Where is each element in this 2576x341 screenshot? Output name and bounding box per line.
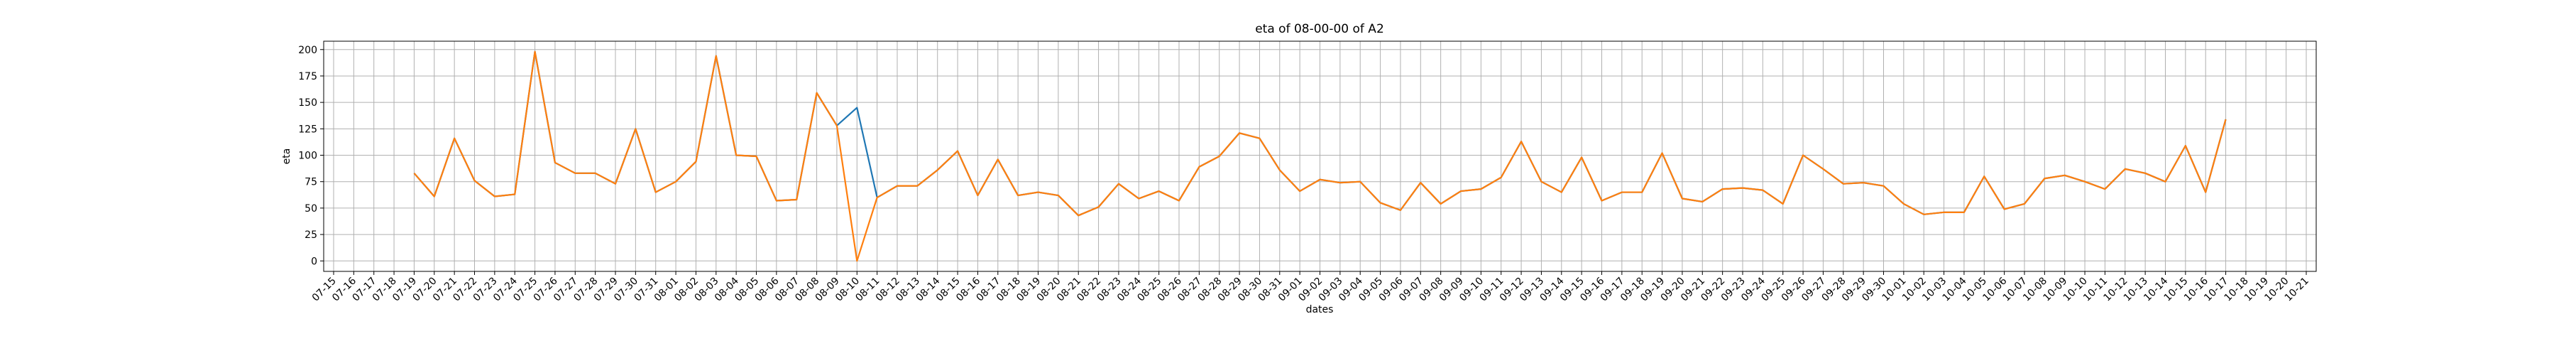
data-line xyxy=(413,50,2227,262)
y-tick-label: 75 xyxy=(305,177,317,188)
y-tick-label: 0 xyxy=(311,256,317,267)
y-tick-label: 100 xyxy=(298,151,317,162)
x-axis-label: dates xyxy=(1306,304,1334,315)
y-tick-label: 175 xyxy=(298,71,317,82)
y-tick-label: 25 xyxy=(305,229,317,241)
chart-title: eta of 08-00-00 of A2 xyxy=(1255,22,1384,36)
y-tick-label: 150 xyxy=(298,97,317,109)
y-tick-label: 50 xyxy=(305,203,317,215)
y-tick-label: 200 xyxy=(298,45,317,56)
axes-frame xyxy=(323,40,2317,272)
y-tick-label: 125 xyxy=(298,124,317,135)
y-axis-label: eta xyxy=(281,148,292,165)
